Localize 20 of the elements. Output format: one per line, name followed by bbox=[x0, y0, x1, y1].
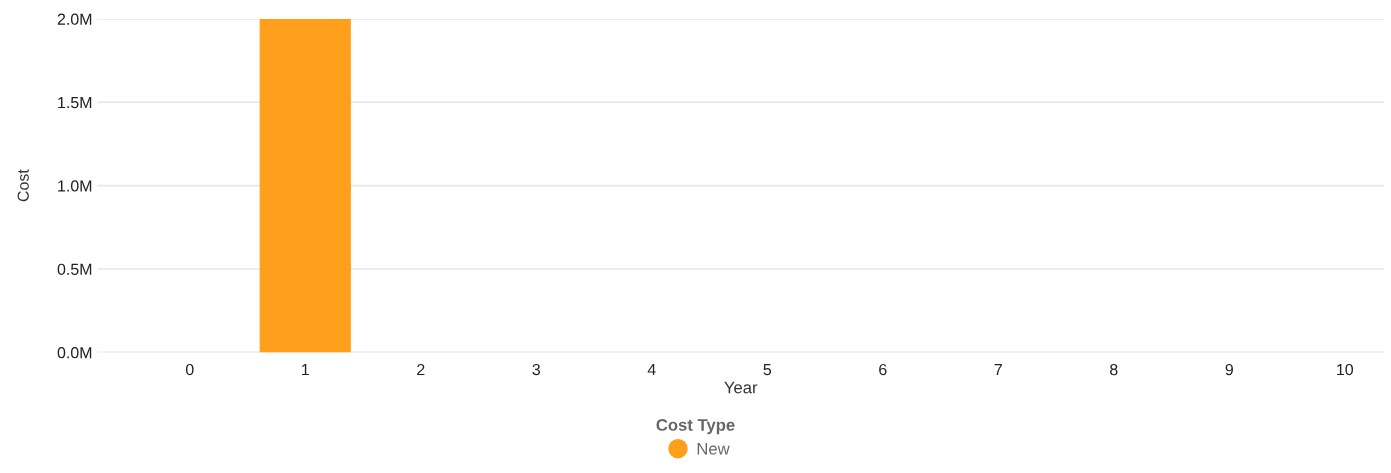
x-tick-label: 8 bbox=[1110, 363, 1118, 376]
x-tick-label: 3 bbox=[532, 363, 541, 376]
y-tick-label: 1.0M bbox=[58, 180, 92, 192]
legend-title: Cost Type bbox=[656, 419, 735, 435]
x-tick-label: 4 bbox=[647, 364, 656, 376]
y-axis-title: Cost bbox=[17, 169, 29, 202]
y-tick-label: 1.5M bbox=[58, 97, 92, 109]
x-tick-label: 5 bbox=[763, 364, 772, 376]
x-tick-label: 9 bbox=[1225, 363, 1233, 376]
x-tick-label: 10 bbox=[1337, 363, 1354, 376]
y-tick-label: 0.0M bbox=[57, 347, 92, 359]
y-tick-label: 2.0M bbox=[57, 13, 92, 25]
x-tick-label: 1 bbox=[302, 364, 309, 376]
x-axis-title: Year bbox=[724, 381, 758, 394]
x-tick-label: 0 bbox=[185, 363, 194, 376]
legend-label: New bbox=[697, 443, 730, 455]
x-tick-label: 2 bbox=[417, 363, 425, 376]
y-tick-label: 0.5M bbox=[57, 263, 92, 275]
x-tick-label: 6 bbox=[879, 363, 887, 376]
x-tick-label: 7 bbox=[994, 364, 1002, 376]
